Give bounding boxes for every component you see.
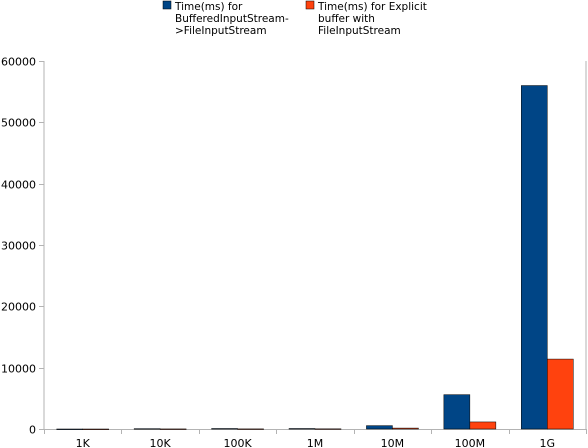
bar-explicit-100M xyxy=(469,421,497,430)
y-tick-label: 0 xyxy=(29,424,36,437)
legend-label: buffer with xyxy=(318,13,375,25)
y-tick-label: 20000 xyxy=(1,301,36,314)
y-tick-label: 50000 xyxy=(1,117,36,130)
bar-buffered-1K xyxy=(56,428,83,430)
bar-explicit-1M xyxy=(314,428,342,430)
legend-item-buffered: Time(ms) forBufferedInputStream->FileInp… xyxy=(162,0,289,37)
x-tick-label: 10K xyxy=(150,437,172,448)
x-tick-label: 10M xyxy=(381,437,405,448)
legend-label: Time(ms) for xyxy=(174,1,243,13)
x-tick-label: 1K xyxy=(76,437,91,448)
legend-label: BufferedInputStream- xyxy=(175,13,289,25)
x-tick-label: 100M xyxy=(455,437,486,448)
x-tick-label: 100K xyxy=(223,437,252,448)
y-tick-label: 10000 xyxy=(1,363,36,376)
x-tick-label: 1M xyxy=(307,437,324,448)
bar-buffered-10K xyxy=(133,428,161,430)
y-axis: 0 10000 20000 30000 40000 50000 60000 xyxy=(1,56,587,437)
x-axis: 1K 10K 100K 1M 10M 100M 1G xyxy=(39,429,587,448)
y-tick-label: 30000 xyxy=(1,240,36,253)
legend-label: Time(ms) for Explicit xyxy=(317,1,427,13)
y-tick-label: 40000 xyxy=(1,179,36,192)
bar-buffered-10M xyxy=(366,425,393,430)
x-tick-label: 1G xyxy=(540,437,556,448)
legend-label: FileInputStream xyxy=(318,25,401,37)
legend-label: >FileInputStream xyxy=(175,25,267,37)
bar-explicit-10K xyxy=(159,428,187,430)
bar-buffered-1M xyxy=(288,428,316,430)
chart-legend: Time(ms) forBufferedInputStream->FileInp… xyxy=(162,0,427,37)
bar-explicit-10M xyxy=(392,427,419,430)
y-tick-label: 60000 xyxy=(1,56,36,69)
bar-explicit-1G xyxy=(547,358,574,430)
bar-buffered-1G xyxy=(521,85,548,430)
bar-explicit-1K xyxy=(82,428,109,430)
bars xyxy=(56,85,574,430)
bar-buffered-100M xyxy=(443,394,471,430)
legend-swatch xyxy=(305,0,315,10)
bar-explicit-100K xyxy=(237,428,264,430)
bar-buffered-100K xyxy=(211,428,238,430)
legend-swatch xyxy=(162,0,172,10)
